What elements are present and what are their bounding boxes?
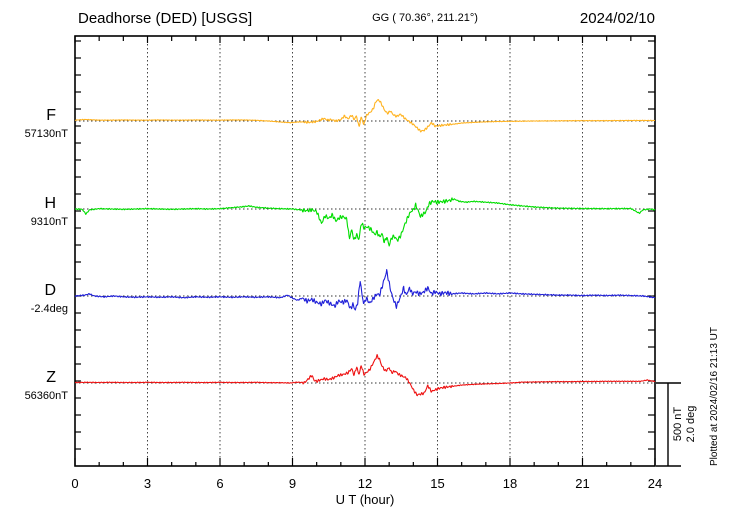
geographic-coords: GG ( 70.36°, 211.21°)	[372, 12, 478, 24]
channel-value-H: 9310nT	[31, 216, 69, 228]
plotted-at-note: Plotted at 2024/02/16 21:13 UT	[709, 327, 720, 466]
channel-label-Z: Z	[46, 369, 56, 386]
trace-Z	[74, 353, 656, 397]
channel-label-D: D	[44, 282, 56, 299]
x-tick-label: 0	[71, 476, 78, 491]
scale-nt-label: 500 nT	[672, 407, 684, 442]
x-tick-label: 6	[216, 476, 223, 491]
x-tick-label: 18	[503, 476, 517, 491]
scale-deg-label: 2.0 deg	[685, 406, 697, 443]
x-tick-label: 3	[144, 476, 151, 491]
scale-bracket	[656, 382, 681, 467]
x-tick-label: 12	[358, 476, 372, 491]
station-title: Deadhorse (DED) [USGS]	[78, 10, 252, 27]
x-axis-title: U T (hour)	[336, 492, 395, 507]
trace-F	[74, 99, 656, 133]
x-tick-label: 15	[430, 476, 444, 491]
plot-date: 2024/02/10	[580, 10, 655, 27]
x-tick-label: 9	[289, 476, 296, 491]
plot-content: 0 3 6 9 12 15 18 21 24 F 57130nT H 9310nT D -2.4deg Z 56…	[25, 36, 662, 491]
x-tick-label: 24	[648, 476, 662, 491]
trace-H	[74, 197, 656, 247]
channel-label-F: F	[46, 107, 56, 124]
channel-label-H: H	[44, 195, 56, 212]
channel-value-F: 57130nT	[25, 128, 69, 140]
x-tick-label: 21	[575, 476, 589, 491]
trace-D	[74, 269, 656, 311]
channel-value-D: -2.4deg	[31, 303, 68, 315]
channel-value-Z: 56360nT	[25, 390, 69, 402]
